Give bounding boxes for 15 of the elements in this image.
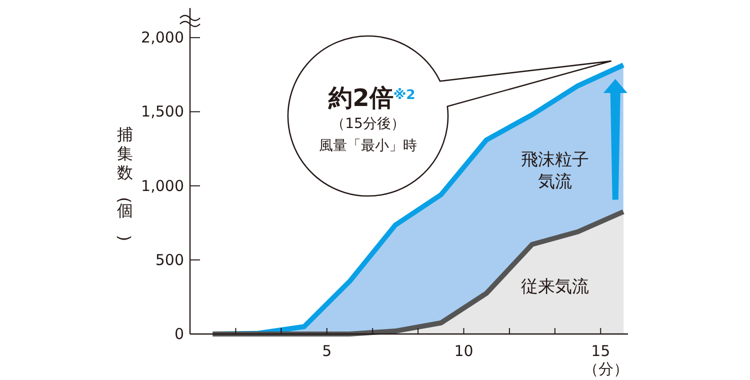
annotation: （15分後）	[331, 116, 405, 132]
y-tick-label: 2,000	[141, 28, 184, 47]
series-label: 飛沫粒子気流	[521, 150, 589, 192]
y-tick-label: 500	[155, 250, 184, 269]
annotation: 約2倍$^{※2}$	[328, 84, 416, 112]
y-tick-label: 1,500	[141, 102, 184, 121]
x-tick-label: 15	[591, 342, 610, 360]
x-tick-label: 10	[454, 342, 474, 360]
x-axis-title: （分）	[584, 360, 628, 378]
y-tick-label: 0	[174, 325, 184, 343]
x-tick-label: 5	[322, 342, 332, 360]
y-tick-label: 1,000	[141, 176, 184, 195]
annotation: 風量「最小」時	[319, 138, 417, 154]
y-axis-title: 捕集数(個)	[114, 125, 134, 242]
series-label: 従来気流	[521, 277, 589, 297]
